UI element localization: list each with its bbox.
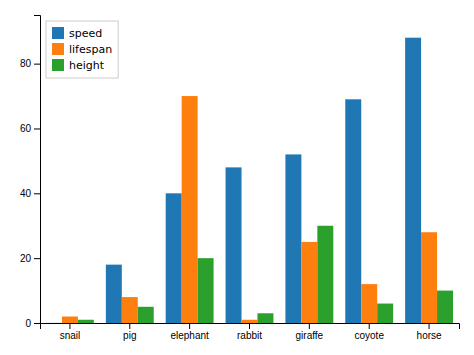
x-tick: pig [123, 323, 136, 341]
bar [226, 167, 242, 323]
y-tick-mark [34, 193, 40, 194]
y-tick-label: 40 [20, 188, 32, 199]
x-axis: snail pig elephant rabbit giraffe coyote horse [41, 323, 460, 341]
y-tick: 80 [20, 58, 40, 69]
y-tick-label: 0 [25, 318, 31, 329]
bar [46, 322, 62, 323]
x-tick-mark [369, 323, 370, 329]
plot: snail pig elephant rabbit giraffe coyote horse… [20, 16, 460, 342]
x-tick-mark [69, 323, 70, 329]
x-tick-label: snail [60, 330, 81, 341]
y-tick: 0 [25, 318, 40, 329]
x-tick: giraffe [296, 323, 324, 341]
bar [198, 258, 214, 323]
bar [182, 96, 198, 323]
x-tick: snail [60, 323, 81, 341]
x-tick: rabbit [237, 323, 262, 341]
legend-swatch [52, 59, 64, 71]
y-tick-label: 60 [20, 123, 32, 134]
legend-label: height [69, 59, 105, 72]
y-tick-mark [34, 258, 40, 259]
x-axis-line [41, 324, 460, 330]
x-tick-label: rabbit [237, 330, 262, 341]
bar [361, 284, 377, 323]
legend-label: lifespan [69, 43, 112, 56]
y-axis-line [34, 16, 41, 324]
legend: speed lifespan height [46, 21, 118, 78]
legend-box [46, 21, 118, 78]
bar [257, 313, 273, 323]
legend-item: height [52, 59, 105, 72]
series [78, 226, 453, 323]
bar [437, 291, 453, 323]
bar [405, 38, 421, 323]
bar [317, 226, 333, 323]
x-tick-mark [189, 323, 190, 329]
bar [345, 99, 361, 323]
y-tick-mark [34, 128, 40, 129]
x-tick-label: giraffe [296, 330, 324, 341]
bar [242, 320, 258, 323]
x-tick-mark [129, 323, 130, 329]
legend-swatch [52, 43, 64, 55]
y-axis: 0 20 40 60 80 [20, 16, 41, 329]
legend-item: speed [52, 27, 102, 40]
y-tick-mark [34, 64, 40, 65]
y-tick: 40 [20, 188, 40, 199]
bar [138, 307, 154, 323]
y-tick: 60 [20, 123, 40, 134]
x-tick-label: elephant [170, 330, 209, 341]
series [62, 96, 437, 323]
bar [78, 320, 94, 323]
x-tick-mark [429, 323, 430, 329]
y-tick-mark [34, 323, 40, 324]
bar [377, 304, 393, 323]
y-tick-label: 80 [20, 58, 32, 69]
bar [301, 242, 317, 323]
x-tick: horse [417, 323, 442, 341]
x-tick: elephant [170, 323, 209, 341]
bar [62, 317, 78, 323]
x-tick-mark [309, 323, 310, 329]
legend-item: lifespan [52, 43, 112, 56]
bar [166, 193, 182, 323]
x-tick-label: pig [123, 330, 136, 341]
y-tick: 20 [20, 253, 40, 264]
x-tick-label: horse [417, 330, 442, 341]
chart: snail pig elephant rabbit giraffe coyote horse… [0, 0, 474, 355]
bar [285, 154, 301, 323]
legend-swatch [52, 27, 64, 39]
series [46, 38, 421, 323]
y-tick-label: 20 [20, 253, 32, 264]
bars [46, 38, 453, 323]
bar [106, 265, 122, 323]
legend-label: speed [69, 27, 102, 40]
bar [421, 232, 437, 323]
x-tick-label: coyote [354, 330, 384, 341]
bar [122, 297, 138, 323]
x-tick: coyote [354, 323, 384, 341]
x-tick-mark [249, 323, 250, 329]
